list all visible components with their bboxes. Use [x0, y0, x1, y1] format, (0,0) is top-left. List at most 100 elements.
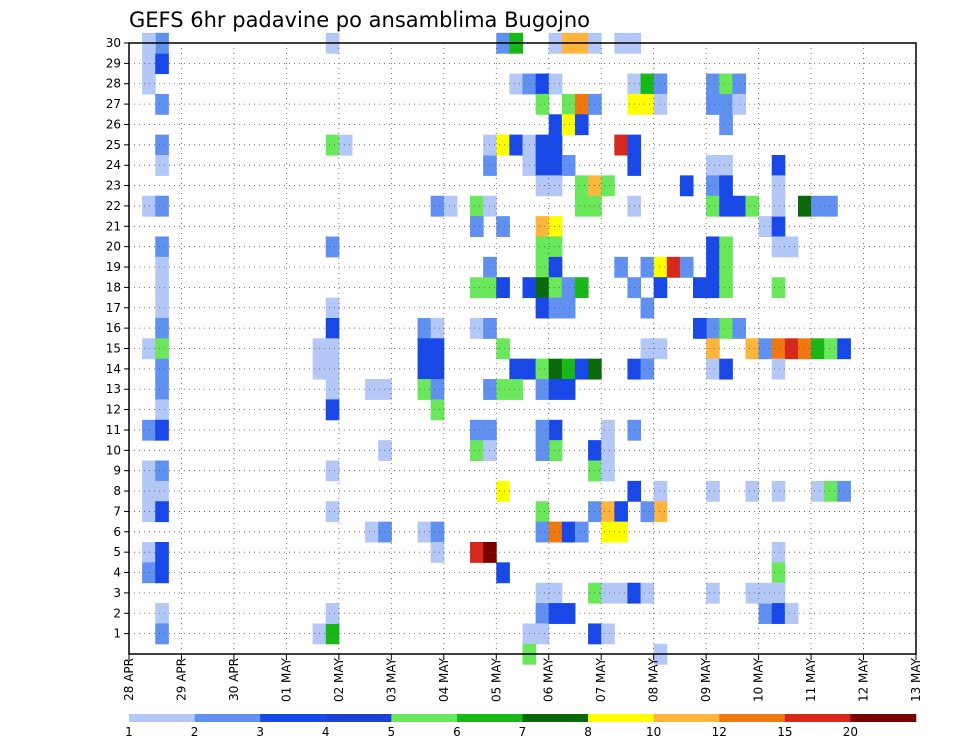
chart-title: GEFS 6hr padavine po ansamblima Bugojno: [129, 8, 590, 32]
heatmap-cell: [548, 419, 563, 441]
y-tick-label: 5: [113, 545, 121, 559]
heatmap-cell: [771, 195, 786, 217]
heatmap-cell: [706, 93, 720, 115]
heatmap-cell: [824, 338, 838, 360]
heatmap-cell: [325, 623, 340, 645]
heatmap-cell: [535, 440, 550, 462]
y-tick-label: 29: [106, 56, 121, 70]
heatmap-cell: [574, 358, 589, 380]
x-tick-label: 10 MAY: [752, 657, 766, 702]
colorbar-swatch: [456, 714, 523, 722]
heatmap-cell: [535, 623, 550, 645]
heatmap-cell: [338, 134, 353, 156]
heatmap-cell: [771, 358, 786, 380]
heatmap-cell: [535, 501, 550, 523]
heatmap-cell: [640, 93, 655, 115]
heatmap-cell: [771, 236, 786, 258]
heatmap-cell: [548, 73, 563, 95]
heatmap-cell: [548, 521, 563, 543]
y-tick-label: 18: [106, 280, 121, 294]
cells-layer: [142, 32, 851, 665]
x-tick-label: 11 MAY: [804, 657, 818, 702]
heatmap-cell: [679, 256, 694, 278]
colorbar-label: 12: [712, 725, 727, 739]
y-tick-label: 12: [106, 403, 121, 417]
heatmap-cell: [430, 338, 445, 360]
heatmap-cell: [706, 155, 720, 176]
heatmap-cell: [706, 582, 720, 604]
y-tick-label: 19: [106, 260, 121, 274]
heatmap-cell: [325, 358, 340, 380]
heatmap-cell: [430, 317, 445, 339]
heatmap-cell: [365, 379, 379, 400]
y-tick-label: 26: [106, 117, 121, 131]
heatmap-cell: [535, 603, 550, 624]
heatmap-cell: [771, 582, 786, 604]
colorbar-label: 10: [646, 725, 661, 739]
y-axis: 1234567891011121314151617181920212223242…: [106, 36, 129, 641]
colorbar-label: 5: [388, 725, 396, 739]
heatmap-cell: [758, 338, 773, 360]
heatmap-cell: [719, 317, 733, 339]
heatmap-cell: [706, 358, 720, 380]
heatmap-cell: [509, 134, 523, 156]
x-tick-label: 30 APR: [227, 658, 241, 701]
heatmap-cell: [325, 297, 340, 319]
heatmap-cell: [548, 216, 563, 237]
y-tick-label: 17: [106, 301, 121, 315]
x-tick-label: 13 MAY: [909, 657, 923, 702]
heatmap-cell: [719, 175, 733, 197]
heatmap-cell: [771, 175, 786, 197]
heatmap-cell: [614, 501, 628, 523]
heatmap-cell: [325, 379, 340, 400]
x-tick-label: 05 MAY: [489, 657, 503, 702]
grid-layer: [129, 42, 916, 654]
colorbar-label: 20: [843, 725, 858, 739]
heatmap-cell: [719, 236, 733, 258]
heatmap-cell: [574, 521, 589, 543]
heatmap-cell: [155, 93, 169, 115]
heatmap-cell: [706, 175, 720, 197]
colorbar: 1 2 3 4 5 6 7 8 10 12 15 20: [125, 714, 917, 739]
colorbar-label: 6: [453, 725, 461, 739]
heatmap-cell: [784, 236, 799, 258]
heatmap-cell: [771, 338, 786, 360]
heatmap-cell: [601, 419, 615, 441]
heatmap-cell: [745, 582, 760, 604]
heatmap-cell: [640, 297, 655, 319]
heatmap-cell: [496, 338, 510, 360]
heatmap-cell: [561, 277, 576, 299]
y-tick-label: 23: [106, 179, 121, 193]
x-tick-label: 07 MAY: [594, 657, 608, 702]
heatmap-cell: [155, 277, 169, 299]
heatmap-cell: [470, 419, 484, 441]
heatmap-cell: [155, 501, 169, 523]
heatmap-cell: [745, 195, 760, 217]
x-tick-label: 03 MAY: [384, 657, 398, 702]
heatmap-cell: [325, 338, 340, 360]
y-tick-label: 30: [106, 36, 121, 50]
heatmap-cell: [155, 195, 169, 217]
heatmap-cell: [496, 216, 510, 237]
heatmap-cell: [719, 73, 733, 95]
heatmap-cell: [811, 480, 825, 502]
x-tick-label: 04 MAY: [437, 657, 451, 702]
y-tick-label: 10: [106, 443, 121, 457]
heatmap-cell: [771, 541, 786, 563]
heatmap-cell: [142, 501, 156, 523]
y-tick-label: 21: [106, 219, 121, 233]
heatmap-cell: [614, 582, 628, 604]
heatmap-cell: [706, 317, 720, 339]
heatmap-cell: [535, 256, 550, 278]
heatmap-cell: [535, 155, 550, 176]
heatmap-cell: [771, 562, 786, 584]
heatmap-cell: [653, 73, 668, 95]
heatmap-cell: [430, 399, 445, 421]
heatmap-cell: [601, 521, 615, 543]
heatmap-cell: [745, 480, 760, 502]
heatmap-cell: [430, 521, 445, 543]
heatmap-cell: [561, 114, 576, 136]
heatmap-cell: [155, 419, 169, 441]
heatmap-cell: [771, 603, 786, 624]
heatmap-cell: [378, 379, 392, 400]
